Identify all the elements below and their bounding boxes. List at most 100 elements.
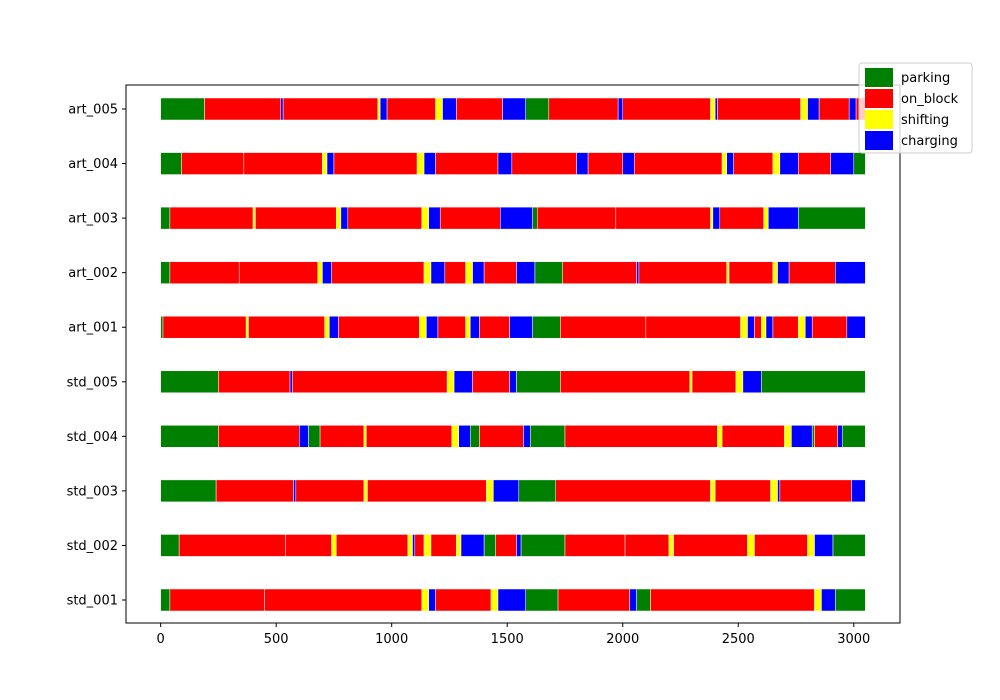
bar-segment-shifting — [465, 261, 473, 284]
bar-segment-shifting — [435, 97, 443, 121]
bar-segment-charging — [322, 261, 332, 284]
bar-segment-charging — [493, 479, 520, 503]
bar-row-art_003 — [160, 206, 866, 230]
bar-segment-charging — [280, 97, 284, 121]
bar-segment-on_block — [282, 97, 379, 121]
y-tick-label: std_004 — [67, 430, 118, 445]
bar-segment-charging — [497, 588, 526, 612]
bars-layer — [160, 97, 866, 612]
bar-segment-on_block — [439, 206, 501, 230]
bar-segment-on_block — [772, 315, 799, 339]
bar-segment-on_block — [386, 97, 436, 121]
bar-segment-charging — [412, 534, 416, 557]
bar-segment-parking — [520, 534, 566, 557]
bar-segment-on_block — [264, 588, 422, 612]
legend-label-parking: parking — [901, 71, 950, 86]
bar-segment-on_block — [548, 97, 619, 121]
bar-segment-shifting — [772, 261, 778, 284]
x-tick-label: 3000 — [837, 632, 870, 647]
bar-segment-on_block — [292, 370, 448, 394]
bar-row-std_005 — [160, 370, 866, 394]
bar-segment-shifting — [814, 588, 822, 612]
bar-segment-on_block — [366, 425, 453, 448]
bar-segment-shifting — [423, 261, 432, 284]
bar-segment-on_block — [754, 534, 808, 557]
bar-segment-shifting — [363, 479, 368, 503]
bar-segment-charging — [712, 206, 721, 230]
bar-segment-on_block — [181, 152, 245, 175]
bar-segment-shifting — [456, 534, 462, 557]
bar-segment-charging — [636, 261, 640, 284]
bar-segment-parking — [160, 588, 171, 612]
bar-segment-shifting — [336, 206, 342, 230]
bar-segment-shifting — [363, 425, 367, 448]
bar-segment-on_block — [562, 261, 637, 284]
bar-segment-shifting — [735, 370, 744, 394]
bar-segment-parking — [853, 152, 866, 175]
bar-segment-charging — [299, 425, 309, 448]
bar-segment-charging — [777, 261, 790, 284]
bar-segment-on_block — [564, 534, 626, 557]
bar-segment-on_block — [673, 534, 748, 557]
x-tick-label: 1000 — [375, 632, 408, 647]
bar-segment-charging — [442, 97, 457, 121]
x-tick-label: 1500 — [491, 632, 524, 647]
bar-segment-on_block — [479, 315, 510, 339]
legend-label-shifting: shifting — [901, 113, 949, 128]
bar-segment-on_block — [331, 261, 425, 284]
bar-segment-on_block — [638, 261, 727, 284]
bar-segment-shifting — [451, 425, 459, 448]
bar-segment-parking — [160, 97, 205, 121]
bar-segment-on_block — [367, 479, 487, 503]
bar-segment-on_block — [714, 479, 771, 503]
y-tick-label: std_005 — [67, 375, 118, 390]
bar-segment-shifting — [324, 315, 330, 339]
bar-segment-shifting — [331, 534, 337, 557]
y-tick-label: art_002 — [68, 266, 118, 281]
bar-segment-on_block — [218, 425, 300, 448]
bar-segment-on_block — [788, 261, 836, 284]
bar-row-std_002 — [160, 534, 866, 557]
bar-segment-parking — [470, 425, 480, 448]
bar-segment-parking — [483, 534, 496, 557]
bar-segment-charging — [848, 97, 857, 121]
bar-segment-parking — [160, 315, 164, 339]
bar-segment-on_block — [811, 315, 848, 339]
bar-segment-charging — [502, 97, 526, 121]
bar-row-std_001 — [160, 588, 866, 612]
bar-segment-shifting — [717, 425, 723, 448]
bar-segment-charging — [779, 152, 799, 175]
bar-segment-on_block — [435, 152, 499, 175]
bar-segment-parking — [160, 370, 219, 394]
bar-segment-charging — [523, 425, 531, 448]
bar-segment-shifting — [416, 152, 425, 175]
bar-segment-parking — [308, 425, 321, 448]
bar-segment-shifting — [770, 479, 778, 503]
x-axis: 0 500 1000 1500 2000 2500 3000 — [157, 623, 870, 647]
legend-swatch-on_block — [865, 89, 893, 108]
bar-segment-charging — [617, 97, 624, 121]
bar-row-std_003 — [160, 479, 866, 503]
bar-row-art_001 — [160, 315, 866, 339]
bar-segment-shifting — [740, 315, 748, 339]
bar-segment-on_block — [650, 588, 815, 612]
bar-segment-on_block — [818, 97, 850, 121]
bar-segment-shifting — [245, 315, 249, 339]
bar-segment-on_block — [178, 534, 286, 557]
bar-row-std_004 — [160, 425, 866, 448]
bar-segment-on_block — [333, 152, 418, 175]
bar-segment-parking — [525, 97, 550, 121]
bar-segment-shifting — [465, 315, 471, 339]
bar-segment-charging — [726, 152, 734, 175]
bar-segment-charging — [807, 97, 820, 121]
y-tick-label: art_001 — [68, 321, 118, 336]
bar-segment-on_block — [248, 315, 325, 339]
bar-segment-on_block — [733, 152, 774, 175]
bar-segment-on_block — [479, 425, 524, 448]
bar-segment-on_block — [560, 370, 690, 394]
bar-segment-charging — [851, 479, 866, 503]
legend-swatch-charging — [865, 131, 893, 150]
bar-segment-on_block — [624, 534, 670, 557]
bar-segment-on_block — [564, 425, 718, 448]
